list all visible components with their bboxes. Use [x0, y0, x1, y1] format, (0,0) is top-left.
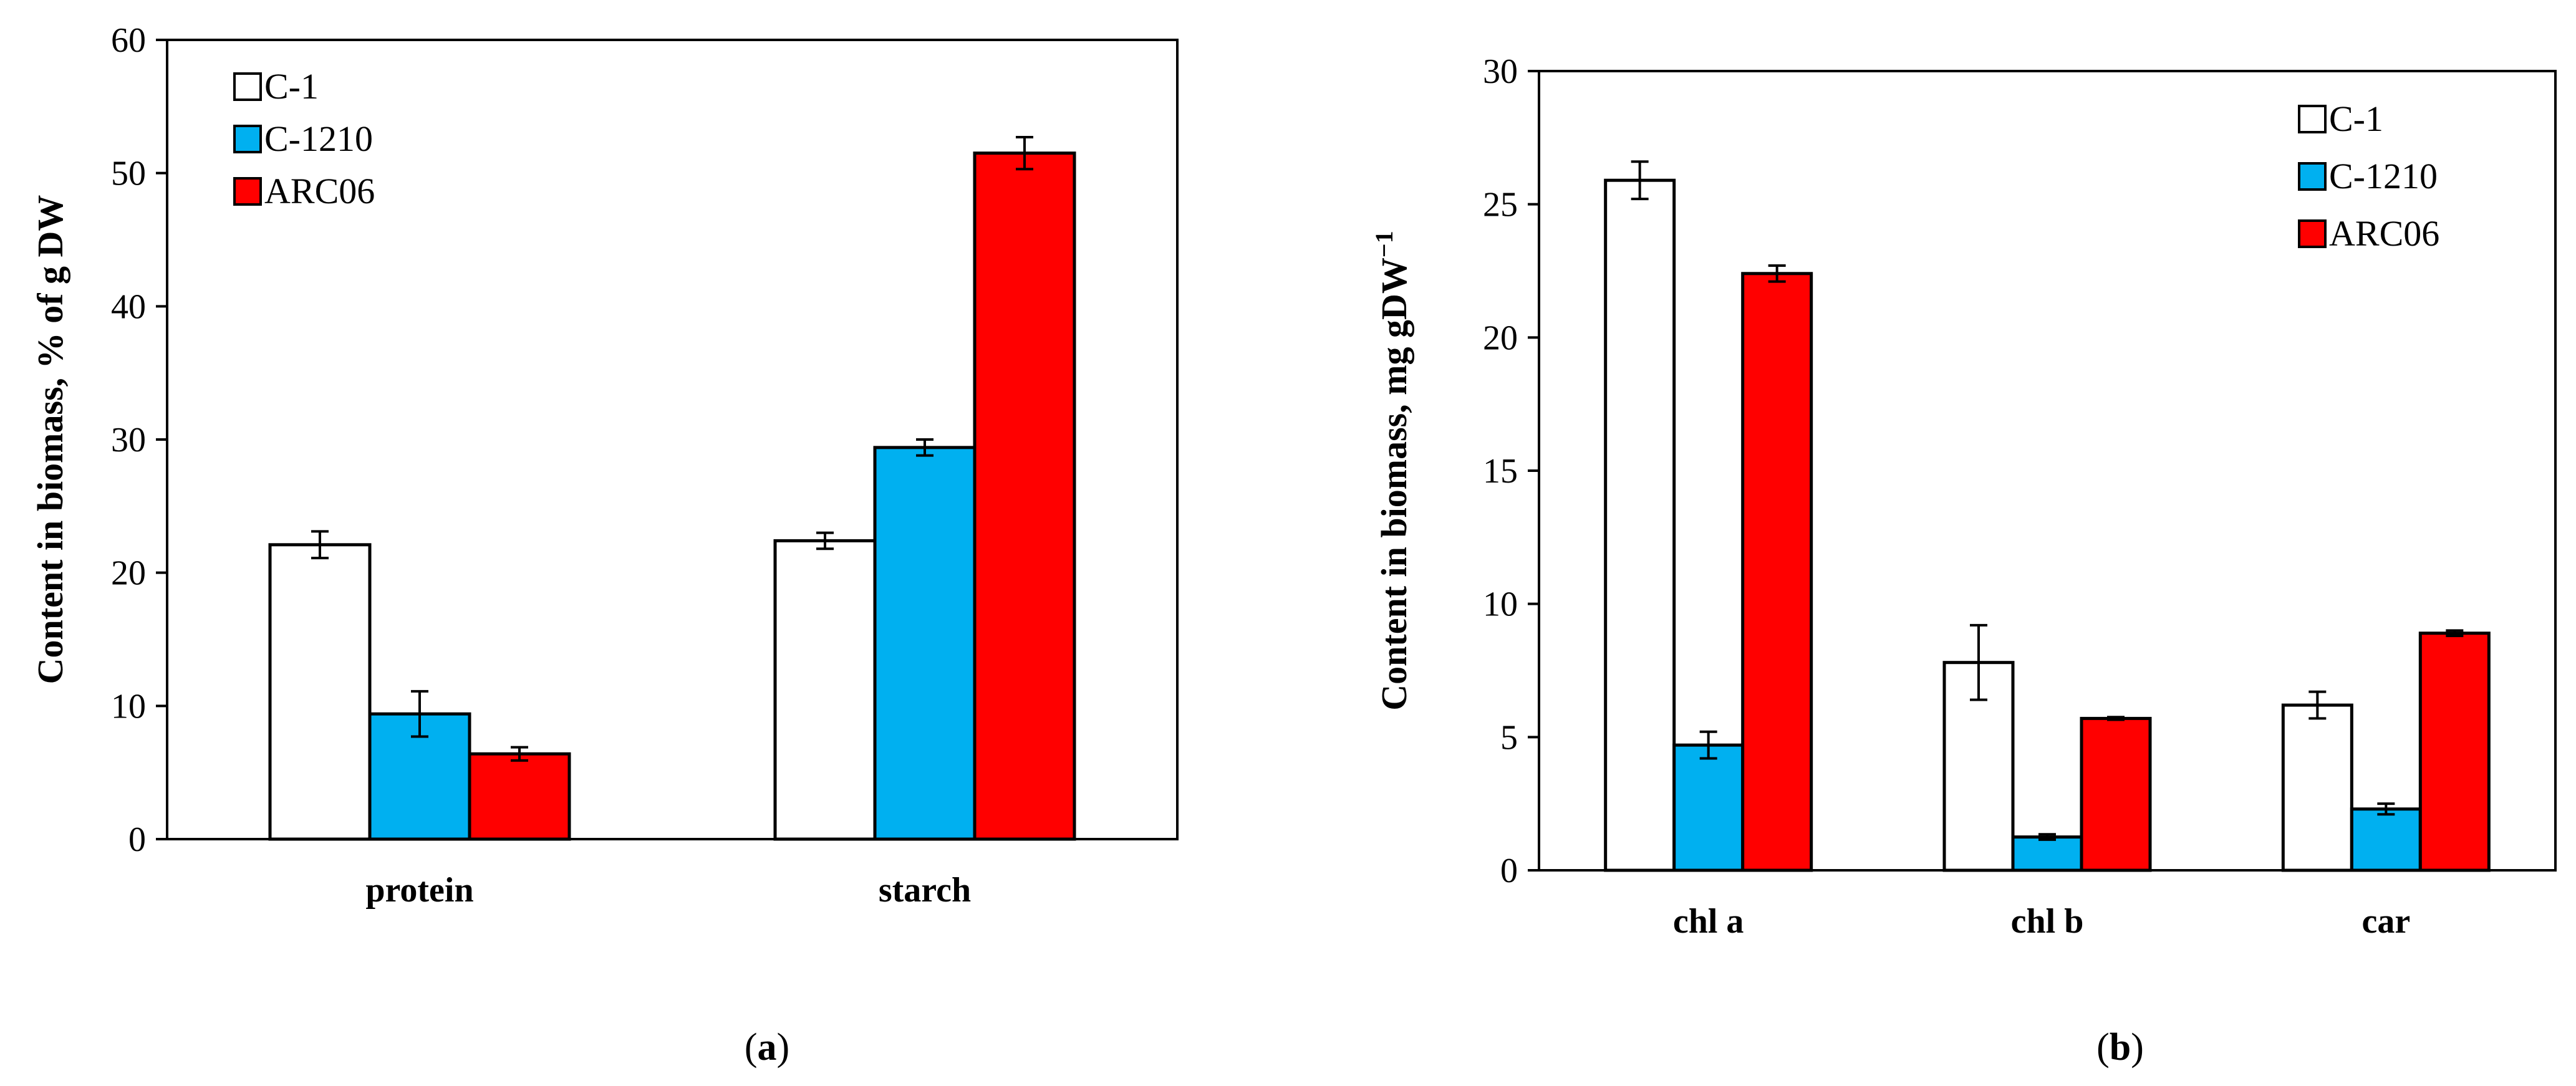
chart-b-legend-swatch-arc06	[2298, 219, 2327, 248]
chart-a-x-axis: protein starch	[365, 871, 971, 910]
chart-a-legend: C-1 C-1210 ARC06	[233, 66, 375, 211]
chart-b-legend-swatch-c-1210	[2298, 162, 2327, 191]
chart-b-y-tick-label: 15	[1483, 452, 1518, 491]
chart-b-legend: C-1 C-1210 ARC06	[2298, 99, 2439, 254]
chart-a-y-tick-label: 20	[111, 554, 146, 593]
chart-b-bar-arc06-car	[2418, 632, 2491, 872]
chart-b-y-tick-label: 30	[1483, 52, 1518, 91]
chart-b-y-tick-label: 0	[1500, 852, 1518, 890]
chart-b-bar-c-1210-chl-b	[2011, 835, 2083, 872]
chart-b-legend-swatch-c-1	[2298, 105, 2327, 133]
chart-a-legend-label: ARC06	[264, 171, 375, 211]
chart-b-bar-arc06-chl-b	[2080, 716, 2152, 872]
chart-a-bar-c-1-starch	[773, 539, 877, 841]
chart-b-bar-c-1-chl-a	[1604, 178, 1676, 872]
chart-a: 0 10 20 30 40 50 60 protein starch Content in b…	[30, 21, 1179, 1069]
chart-a-legend-swatch-arc06	[233, 177, 262, 206]
chart-a-bar-c-1210-starch	[873, 446, 977, 841]
chart-b-category-label: chl b	[2011, 902, 2084, 941]
chart-a-y-tick-label: 60	[111, 21, 146, 60]
chart-b-legend-label: C-1210	[2329, 156, 2438, 196]
chart-a-category-label: protein	[365, 871, 473, 910]
chart-b-bar-c-1-car	[2281, 703, 2353, 872]
chart-b-x-axis: chl a chl b car	[1673, 902, 2410, 941]
chart-a-y-tick-label: 50	[111, 155, 146, 193]
chart-b-y-tick-label: 10	[1483, 585, 1518, 624]
chart-a-y-axis-label: Content in biomass, % of g DW	[30, 195, 70, 685]
chart-a-bars	[268, 135, 1076, 841]
chart-a-bar-c-1-protein	[268, 543, 372, 841]
chart-b-category-label: car	[2361, 902, 2410, 941]
chart-a-legend-label: C-1210	[264, 118, 373, 159]
chart-b-y-tick-label: 5	[1500, 718, 1518, 757]
panel-b-label: (b)	[2096, 1026, 2144, 1069]
chart-b-category-label: chl a	[1673, 902, 1744, 941]
chart-a-y-tick-label: 30	[111, 421, 146, 459]
chart-a-y-tick-label: 10	[111, 687, 146, 726]
chart-b-bar-c-1210-chl-a	[1672, 743, 1745, 872]
chart-a-category-label: starch	[879, 871, 971, 910]
panel-a-label: (a)	[745, 1026, 789, 1069]
chart-b-y-axis-label: Content in biomass, mg gDW−1	[1370, 231, 1414, 710]
chart-b-bar-c-1210-car	[2350, 807, 2422, 872]
chart-b-legend-label: ARC06	[2329, 213, 2439, 254]
chart-a-legend-swatch-c-1	[233, 72, 262, 101]
chart-a-y-axis: 0 10 20 30 40 50 60	[111, 21, 167, 859]
chart-b: 0 5 10 15 20 25 30 chl a chl b car Content in bi…	[1370, 52, 2557, 1069]
chart-b-y-axis: 0 5 10 15 20 25 30	[1483, 52, 1539, 890]
chart-a-bar-arc06-protein	[468, 752, 571, 841]
chart-b-y-tick-label: 20	[1483, 319, 1518, 357]
chart-a-bar-arc06-starch	[973, 151, 1076, 841]
chart-a-legend-label: C-1	[264, 66, 319, 107]
chart-b-bars	[1604, 160, 2491, 872]
chart-b-y-tick-label: 25	[1483, 186, 1518, 224]
chart-b-bar-arc06-chl-a	[1741, 272, 1813, 872]
chart-a-y-tick-label: 0	[128, 820, 146, 859]
chart-a-y-tick-label: 40	[111, 287, 146, 326]
chart-b-legend-label: C-1	[2329, 99, 2383, 139]
chart-a-legend-swatch-c-1210	[233, 125, 262, 153]
